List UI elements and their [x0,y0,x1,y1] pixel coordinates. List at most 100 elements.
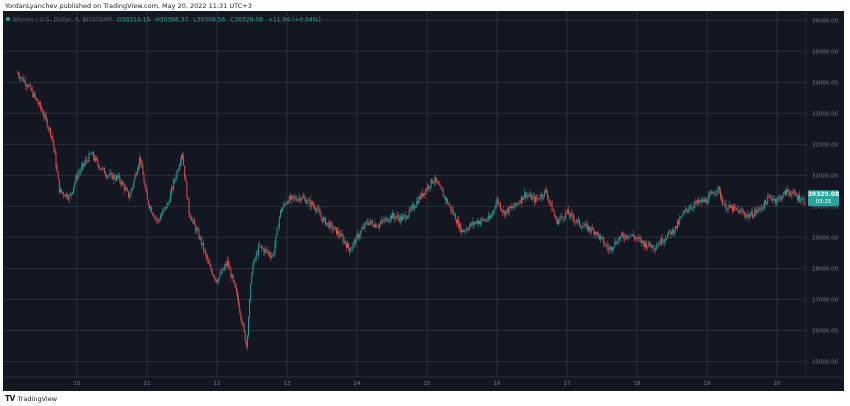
time-tick-label: 10 [74,381,81,387]
candle-body [86,160,88,161]
candle-body [625,235,627,239]
candle-body [295,197,297,200]
candle-body [586,224,588,231]
candle-body [733,205,735,212]
candle-body [640,239,642,243]
candle-body [99,168,101,169]
candle-body [356,234,358,236]
candle-body [470,223,472,227]
candle-body [699,201,700,203]
candle-body [688,209,689,211]
candle-body [81,163,83,167]
candle-body [194,220,196,225]
candle-body [803,198,805,204]
candle-body [147,199,149,205]
candle-body [612,248,614,251]
time-tick-label: 21 [844,381,845,387]
candle-body [649,242,651,246]
candle-body [768,196,770,198]
candle-body [413,205,414,209]
candle-body [229,267,231,269]
candle-body [26,86,28,87]
candle-body [447,199,449,204]
candle-body [367,223,369,225]
candle-body [125,187,127,190]
candle-body [72,192,73,194]
candle-body [475,221,477,223]
candle-body [644,242,645,247]
candle-body [156,219,158,221]
candle-body [179,161,181,166]
candle-body [375,223,377,228]
candle-body [673,231,675,234]
candle-body [120,181,122,185]
candle-body [762,207,764,209]
candle-body [693,204,695,208]
candle-body [124,187,126,191]
bar-countdown: 03:25 [816,199,832,205]
candle-body [387,221,389,222]
candle-body [68,194,70,200]
candle-body [614,241,616,247]
candle-body [39,102,40,105]
candle-body [460,223,462,233]
candle-body [168,201,170,203]
candle-body [246,335,248,347]
price-chart[interactable]: 25000.00 26000.00 27000.00 28000.00 29000.00… [3,11,844,391]
price-tick-label: 30000.00 [812,204,839,210]
candle-body [661,238,663,244]
candle-body [385,217,387,220]
candle-body [604,244,606,246]
candle-body [563,218,565,219]
candle-body [623,235,625,238]
candle-body [84,163,86,166]
candle-body [668,230,670,235]
candle-body [597,232,599,235]
candle-body [728,204,730,207]
candle-body [494,208,496,211]
candle-body [273,253,275,255]
candle-body [188,200,190,215]
candle-body [293,196,295,198]
candle-body [317,208,319,210]
candle-body [679,218,681,224]
candle-body [336,227,337,235]
candle-body [498,203,500,205]
candle-body [513,207,515,208]
candle-body [718,186,720,191]
legend-bar: Bitcoin / U.S. Dollar, 5, BITSTAMP O3031… [6,17,321,24]
candle-body [294,197,296,198]
candle-body [658,243,660,246]
candle-body [270,255,271,258]
candle-body [634,236,636,239]
candle-body [322,218,324,222]
candle-body [431,179,433,184]
candle-body [530,194,532,200]
tradingview-footer[interactable]: TV TradingView [5,393,57,404]
candle-body [106,175,108,177]
candle-body [440,185,442,189]
candle-body [138,165,139,171]
candle-body [756,209,758,213]
candle-body [517,203,519,205]
candle-body [611,246,612,251]
candle-body [129,197,131,198]
candle-body [189,214,191,219]
candle-body [558,220,560,225]
candle-body [193,220,194,221]
candle-body [677,221,678,228]
candle-body [545,189,546,191]
candle-body [110,173,112,174]
candle-body [277,227,279,228]
candle-body [238,297,240,306]
candle-body [119,175,121,182]
candle-body [502,210,504,212]
candle-body [465,228,467,231]
candle-body [491,214,493,217]
candle-body [248,317,249,336]
candle-body [745,214,747,217]
candle-body [645,242,647,247]
candle-body [651,245,653,248]
candle-body [691,207,693,209]
candle-body [41,107,43,111]
